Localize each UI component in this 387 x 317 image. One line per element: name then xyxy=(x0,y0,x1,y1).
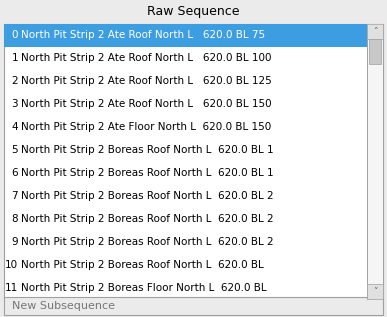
Text: 0: 0 xyxy=(12,30,18,41)
Text: 10: 10 xyxy=(5,260,18,270)
Text: 7: 7 xyxy=(11,191,18,201)
Text: 8: 8 xyxy=(11,214,18,224)
Text: New Subsequence: New Subsequence xyxy=(12,301,115,311)
Text: 1: 1 xyxy=(11,53,18,63)
Text: North Pit Strip 2 Ate Floor North L  620.0 BL 150: North Pit Strip 2 Ate Floor North L 620.… xyxy=(21,122,271,132)
Text: 5: 5 xyxy=(11,145,18,155)
Text: North Pit Strip 2 Boreas Roof North L  620.0 BL 2: North Pit Strip 2 Boreas Roof North L 62… xyxy=(21,191,274,201)
Text: North Pit Strip 2 Ate Roof North L   620.0 BL 125: North Pit Strip 2 Ate Roof North L 620.0… xyxy=(21,76,272,86)
Text: 3: 3 xyxy=(11,99,18,109)
Text: 9: 9 xyxy=(11,237,18,247)
Bar xyxy=(4,24,367,47)
Bar xyxy=(367,284,383,299)
Text: North Pit Strip 2 Boreas Roof North L  620.0 BL 2: North Pit Strip 2 Boreas Roof North L 62… xyxy=(21,214,274,224)
Text: North Pit Strip 2 Ate Roof North L   620.0 BL 100: North Pit Strip 2 Ate Roof North L 620.0… xyxy=(21,53,272,63)
Text: North Pit Strip 2 Boreas Roof North L  620.0 BL 1: North Pit Strip 2 Boreas Roof North L 62… xyxy=(21,168,274,178)
Text: North Pit Strip 2 Boreas Roof North L  620.0 BL: North Pit Strip 2 Boreas Roof North L 62… xyxy=(21,260,264,270)
Text: North Pit Strip 2 Ate Roof North L   620.0 BL 150: North Pit Strip 2 Ate Roof North L 620.0… xyxy=(21,99,272,109)
Text: North Pit Strip 2 Ate Roof North L   620.0 BL 75: North Pit Strip 2 Ate Roof North L 620.0… xyxy=(21,30,265,41)
Text: 11: 11 xyxy=(5,282,18,293)
Text: ˄: ˄ xyxy=(373,27,377,36)
Bar xyxy=(369,39,381,64)
Text: 2: 2 xyxy=(11,76,18,86)
Text: ˅: ˅ xyxy=(373,287,377,296)
Bar xyxy=(4,24,383,299)
Text: Raw Sequence: Raw Sequence xyxy=(147,4,240,17)
Text: 6: 6 xyxy=(11,168,18,178)
Bar xyxy=(367,24,383,39)
Text: North Pit Strip 2 Boreas Roof North L  620.0 BL 2: North Pit Strip 2 Boreas Roof North L 62… xyxy=(21,237,274,247)
FancyBboxPatch shape xyxy=(4,297,383,315)
Bar xyxy=(367,24,383,299)
Text: North Pit Strip 2 Boreas Floor North L  620.0 BL: North Pit Strip 2 Boreas Floor North L 6… xyxy=(21,282,267,293)
Text: North Pit Strip 2 Boreas Roof North L  620.0 BL 1: North Pit Strip 2 Boreas Roof North L 62… xyxy=(21,145,274,155)
Text: 4: 4 xyxy=(11,122,18,132)
